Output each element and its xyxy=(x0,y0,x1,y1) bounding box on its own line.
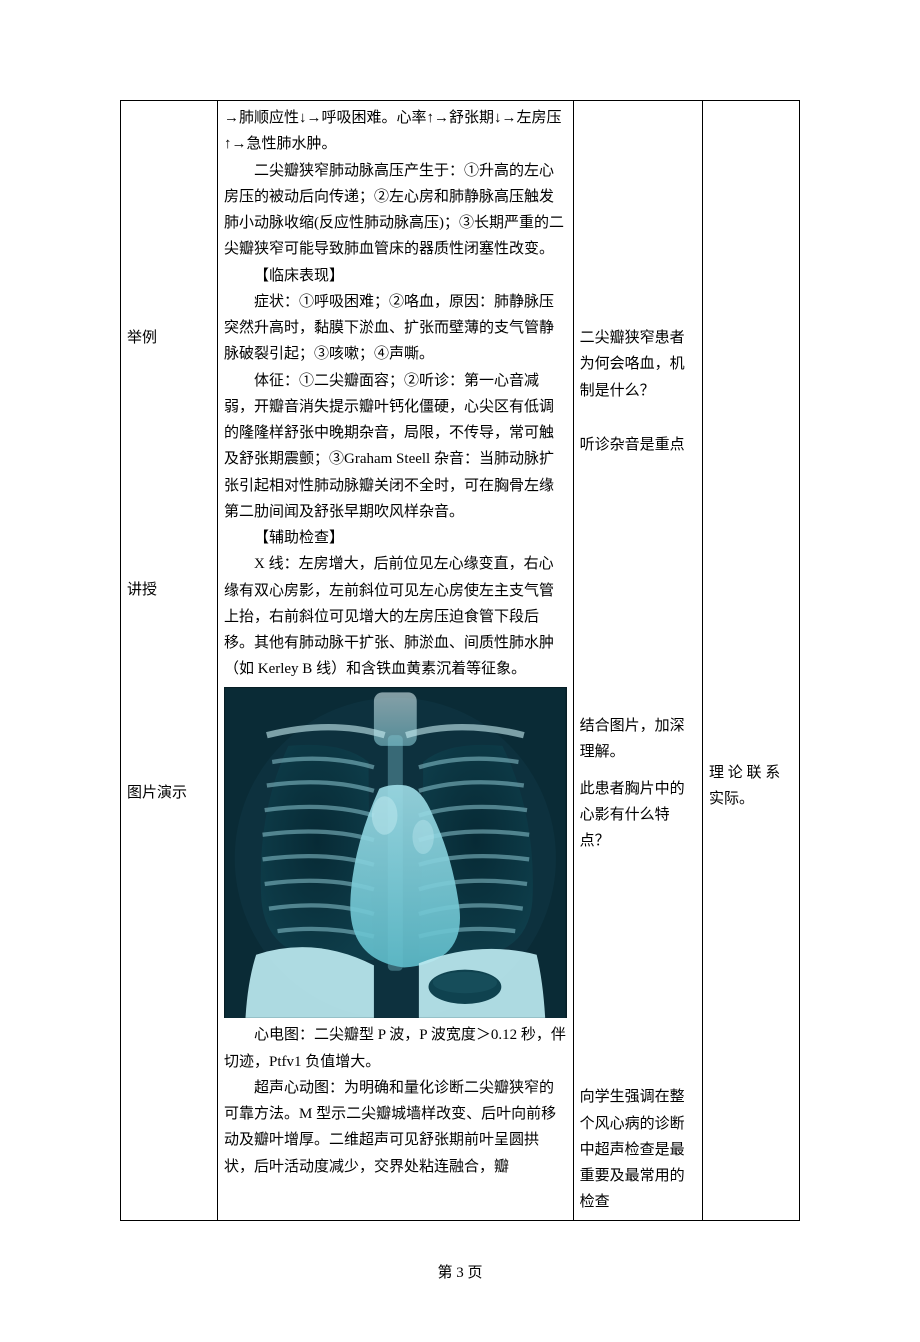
col-prompts: 二尖瓣狭窄患者为何会咯血，机制是什么？ 听诊杂音是重点 结合图片，加深理解。 此… xyxy=(573,101,702,1221)
heading-aux-exam: 【辅助检查】 xyxy=(224,525,567,551)
para-pathophys-2: 二尖瓣狭窄肺动脉高压产生于：①升高的左心房压的被动后向传递；②左心房和肺静脉高压… xyxy=(224,158,567,263)
table-row: 举例 讲授 图片演示 →肺顺应性↓→呼吸困难。心率↑→舒张期↓→左房压↑→急性肺… xyxy=(121,101,800,1221)
page-footer: 第 3 页 xyxy=(120,1261,800,1282)
col-method: 举例 讲授 图片演示 xyxy=(121,101,218,1221)
para-pathophys-1: →肺顺应性↓→呼吸困难。心率↑→舒张期↓→左房压↑→急性肺水肿。 xyxy=(224,105,567,158)
label-image-demo: 图片演示 xyxy=(127,780,211,806)
para-symptoms: 症状：①呼吸困难；②咯血，原因：肺静脉压突然升高时，黏膜下淤血、扩张而壁薄的支气… xyxy=(224,289,567,368)
para-xray-findings: X 线：左房增大，后前位见左心缘变直，右心缘有双心房影，左前斜位可见左心房使左主… xyxy=(224,551,567,682)
label-example: 举例 xyxy=(127,325,211,351)
para-echo: 超声心动图：为明确和量化诊断二尖瓣狭窄的可靠方法。M 型示二尖瓣城墙样改变、后叶… xyxy=(224,1075,567,1180)
prompt-auscultation: 听诊杂音是重点 xyxy=(580,432,696,458)
col-content: →肺顺应性↓→呼吸困难。心率↑→舒张期↓→左房压↑→急性肺水肿。 二尖瓣狭窄肺动… xyxy=(218,101,574,1221)
heading-clinical: 【临床表现】 xyxy=(224,263,567,289)
col-remarks: 理 论 联 系实际。 xyxy=(702,101,799,1221)
prompt-image-question: 此患者胸片中的心影有什么特点？ xyxy=(580,776,696,855)
para-ecg: 心电图：二尖瓣型 P 波，P 波宽度＞0.12 秒，伴切迹，Ptfv1 负值增大… xyxy=(224,1022,567,1075)
prompt-hemoptysis: 二尖瓣狭窄患者为何会咯血，机制是什么？ xyxy=(580,325,696,404)
label-lecture: 讲授 xyxy=(127,577,211,603)
lesson-table: 举例 讲授 图片演示 →肺顺应性↓→呼吸困难。心率↑→舒张期↓→左房压↑→急性肺… xyxy=(120,100,800,1221)
xray-svg xyxy=(224,687,567,1019)
prompt-echo-importance: 向学生强调在整个风心病的诊断中超声检查是最重要及最常用的检查 xyxy=(580,1084,696,1215)
prompt-image-combine: 结合图片，加深理解。 xyxy=(580,713,696,766)
para-signs: 体征：①二尖瓣面容；②听诊：第一心音减弱，开瓣音消失提示瓣叶钙化僵硬，心尖区有低… xyxy=(224,368,567,526)
remark-theory-practice: 理 论 联 系实际。 xyxy=(709,760,793,813)
chest-xray-image xyxy=(224,687,567,1019)
